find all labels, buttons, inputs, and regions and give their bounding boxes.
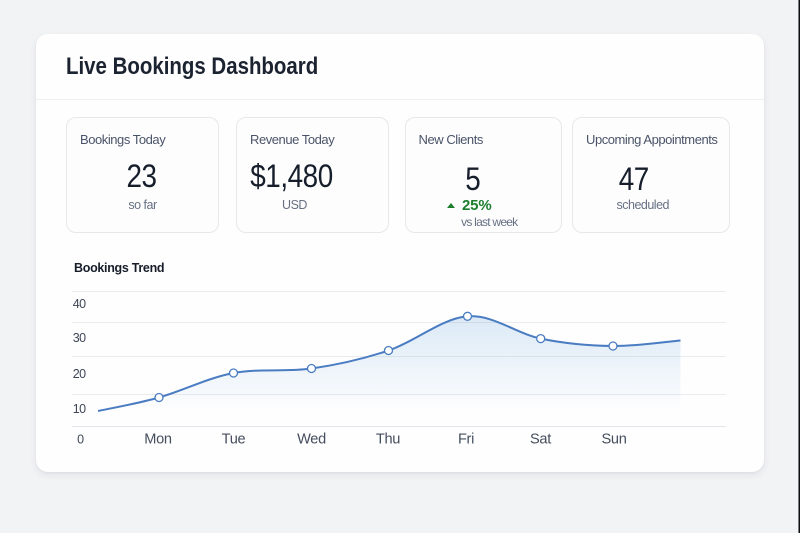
- svg-text:Sun: Sun: [601, 432, 626, 448]
- svg-text:40: 40: [73, 297, 86, 311]
- svg-text:Wed: Wed: [297, 432, 326, 448]
- svg-text:10: 10: [73, 402, 86, 416]
- svg-text:Tue: Tue: [222, 432, 246, 448]
- svg-text:Fri: Fri: [458, 432, 474, 448]
- svg-text:20: 20: [73, 367, 86, 381]
- svg-text:Sat: Sat: [530, 432, 551, 448]
- svg-text:30: 30: [73, 331, 86, 345]
- svg-text:Thu: Thu: [376, 432, 400, 448]
- svg-text:Mon: Mon: [144, 432, 172, 448]
- svg-text:0: 0: [77, 433, 84, 447]
